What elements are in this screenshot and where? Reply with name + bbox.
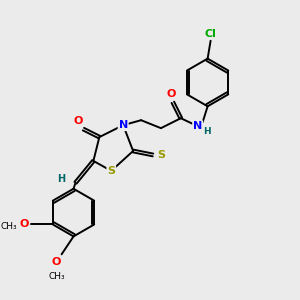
Text: N: N [193,121,202,131]
Text: H: H [203,127,210,136]
Text: CH₃: CH₃ [1,222,17,231]
Text: S: S [107,166,115,176]
Text: O: O [52,257,61,267]
Text: O: O [166,89,176,99]
Text: S: S [157,150,165,160]
Text: H: H [58,174,66,184]
Text: O: O [20,220,29,230]
Text: O: O [74,116,83,126]
Text: CH₃: CH₃ [48,272,65,281]
Text: Cl: Cl [205,29,217,39]
Text: N: N [118,120,128,130]
